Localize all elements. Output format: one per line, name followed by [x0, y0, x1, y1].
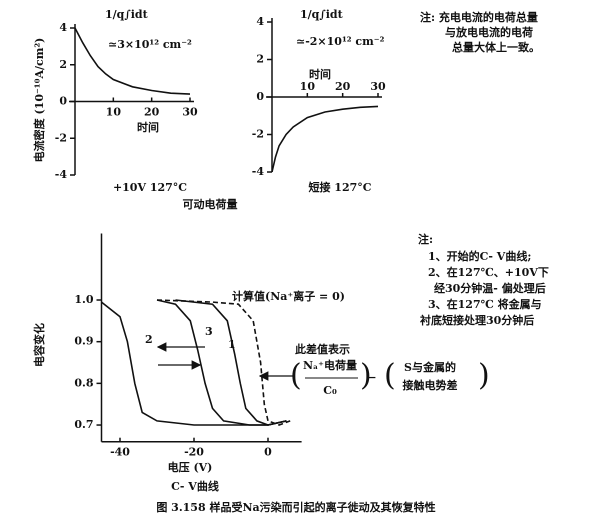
- y-tick-label: -4: [55, 168, 68, 181]
- y-tick-label: 0.8: [74, 376, 93, 389]
- arrows: [156, 342, 295, 381]
- curve: [101, 301, 287, 426]
- x-tick-label: 20: [335, 80, 351, 93]
- note-line: 衬底短接处理30分钟后: [420, 313, 534, 327]
- svg-text:): ): [360, 358, 372, 393]
- annotation: S与金属的: [404, 360, 456, 374]
- curve: [156, 299, 291, 426]
- annotation: 1/q∫idt: [300, 8, 344, 21]
- note-line: 注:: [418, 232, 433, 246]
- curve: [175, 299, 287, 426]
- curve: [74, 27, 191, 95]
- x-axis-label: 时间: [309, 67, 331, 81]
- note-line: 3、在127℃ 将金属与: [428, 297, 542, 311]
- x-tick-label: 30: [370, 80, 386, 93]
- y-tick-label: -2: [55, 131, 67, 144]
- subtitle: C- V曲线: [171, 479, 219, 493]
- curve: [271, 105, 379, 173]
- y-tick-label: -4: [252, 165, 265, 178]
- y-tick-label: 0.9: [74, 335, 93, 348]
- y-tick-label: 1.0: [74, 293, 93, 306]
- note-line: 2、在127℃、+10V下: [428, 265, 549, 279]
- y-axis-label: 电流密度 (10⁻¹⁰A/cm²): [32, 38, 46, 163]
- annotation: ≃3×10¹² cm⁻²: [108, 38, 192, 51]
- note-line: 注: 充电电流的电荷总量: [420, 10, 538, 24]
- y-tick-label: 2: [256, 53, 264, 66]
- y-axis-label: 电容变化: [32, 323, 46, 367]
- group-label: 可动电荷量: [183, 197, 238, 211]
- parentheses: ( ) ( ): [290, 358, 490, 393]
- curve-label: 计算值(Na⁺离子 = 0): [232, 289, 345, 303]
- caption: +10V 127°C: [113, 181, 187, 194]
- annotation: 1/q∫idt: [105, 8, 149, 21]
- annotation: 接触电势差: [403, 378, 458, 392]
- x-tick-label: -40: [110, 446, 130, 459]
- x-tick-label: 20: [144, 106, 160, 119]
- y-tick-label: 4: [256, 15, 264, 28]
- note-line: 经30分钟温- 偏处理后: [434, 281, 546, 295]
- annotation: −: [367, 371, 376, 384]
- y-tick-label: -2: [252, 128, 264, 141]
- y-tick-label: 0.7: [74, 418, 93, 431]
- y-tick-label: 4: [59, 21, 67, 34]
- annotation: 此差值表示: [295, 342, 350, 356]
- note-line: 总量大体上一致。: [452, 40, 540, 54]
- x-axis-label: 电压 (V): [168, 460, 213, 474]
- x-tick-label: 0: [264, 446, 272, 459]
- x-axis-label: 时间: [137, 120, 159, 134]
- y-tick-label: 0: [59, 95, 67, 108]
- x-tick-label: -20: [184, 446, 204, 459]
- y-tick-label: 0: [256, 90, 264, 103]
- svg-text:(: (: [290, 358, 302, 393]
- curve-label: 3: [205, 325, 213, 338]
- x-tick-label: 30: [182, 106, 198, 119]
- note-line: 1、开始的C- V曲线;: [428, 249, 531, 263]
- x-tick-label: 10: [300, 80, 316, 93]
- curve-label: 2: [145, 333, 153, 346]
- curve: [156, 299, 287, 426]
- caption: 短接 127°C: [308, 180, 371, 194]
- svg-text:): ): [478, 358, 490, 393]
- svg-text:(: (: [384, 358, 396, 393]
- y-tick-label: 2: [59, 58, 67, 71]
- annotation: C₀: [323, 384, 337, 397]
- x-tick-label: 10: [106, 106, 122, 119]
- annotation: Nₐ⁺电荷量: [303, 358, 357, 372]
- annotation: ≃-2×10¹² cm⁻²: [296, 35, 385, 48]
- curve-label: 1: [228, 338, 236, 351]
- figure-caption: 图 3.158 样品受Na污染而引起的离子徙动及其恢复特性: [156, 500, 435, 514]
- note-line: 与放电电流的电荷: [445, 25, 533, 39]
